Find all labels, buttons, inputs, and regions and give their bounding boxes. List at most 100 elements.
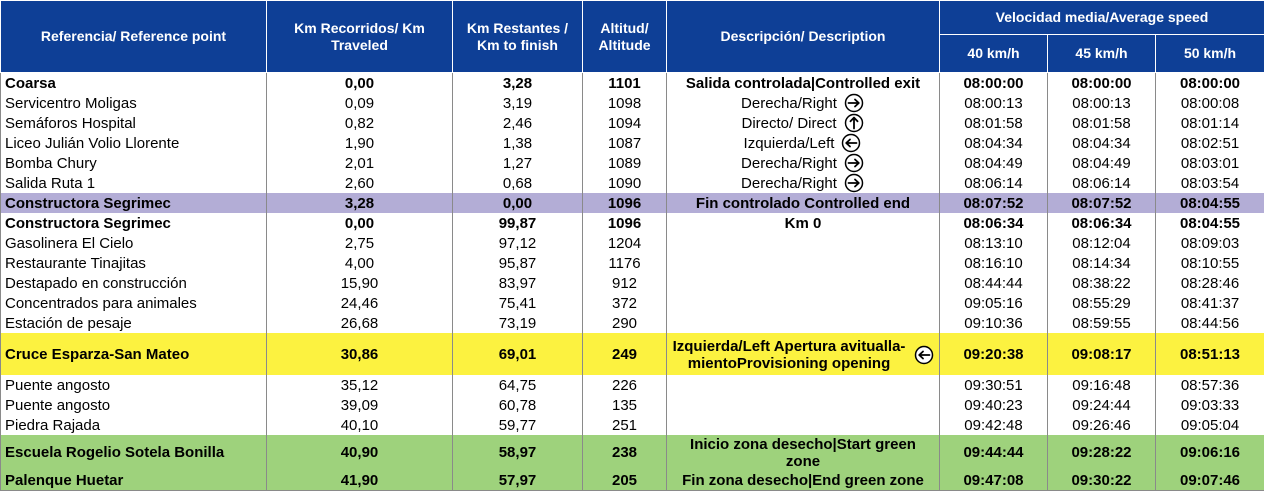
cell-altitude: 912 <box>582 273 667 293</box>
cell-time-40: 08:04:34 <box>939 133 1048 153</box>
cell-altitude: 226 <box>582 375 667 395</box>
cell-time-45: 08:14:34 <box>1047 253 1156 273</box>
table-row: Puente angosto 35,12 64,75 226 09:30:51 09:16… <box>0 375 1264 395</box>
cell-time-45: 09:26:46 <box>1047 415 1156 435</box>
table-row: Restaurante Tinajitas 4,00 95,87 1176 08:16:… <box>0 253 1264 273</box>
cell-description: Derecha/Right <box>666 153 940 173</box>
cell-km-traveled: 1,90 <box>266 133 453 153</box>
table-row: Liceo Julián Volio Llorente 1,90 1,38 1087 I… <box>0 133 1264 153</box>
arrow-up-icon <box>843 113 865 133</box>
cell-km-to-finish: 64,75 <box>452 375 583 395</box>
table-row: Semáforos Hospital 0,82 2,46 1094 Directo/ D… <box>0 113 1264 133</box>
cell-reference: Bomba Chury <box>0 153 267 173</box>
cell-time-45: 08:38:22 <box>1047 273 1156 293</box>
header-km-to-finish: Km Restantes / Km to finish <box>452 0 583 73</box>
arrow-left-icon <box>913 345 935 365</box>
cell-description: Derecha/Right <box>666 93 940 113</box>
table-row: Palenque Huetar 41,90 57,97 205 Fin zona des… <box>0 470 1264 491</box>
cell-time-40: 09:20:38 <box>939 333 1048 375</box>
cell-reference: Cruce Esparza-San Mateo <box>0 333 267 375</box>
cell-km-to-finish: 75,41 <box>452 293 583 313</box>
cell-km-traveled: 30,86 <box>266 333 453 375</box>
cell-km-traveled: 24,46 <box>266 293 453 313</box>
cell-time-45: 09:30:22 <box>1047 470 1156 491</box>
cell-altitude: 1089 <box>582 153 667 173</box>
cell-time-45: 09:28:22 <box>1047 435 1156 470</box>
description-text: Izquierda/Left Apertura avitualla-miento… <box>672 337 906 372</box>
cell-description <box>666 313 940 333</box>
header-altitude: Altitud/ Altitude <box>582 0 667 73</box>
cell-km-to-finish: 97,12 <box>452 233 583 253</box>
arrow-right-icon <box>843 153 865 173</box>
cell-altitude: 290 <box>582 313 667 333</box>
cell-altitude: 1101 <box>582 72 667 93</box>
table-row: Concentrados para animales 24,46 75,41 372 0… <box>0 293 1264 313</box>
cell-time-40: 08:44:44 <box>939 273 1048 293</box>
cell-time-50: 08:03:54 <box>1154 173 1264 193</box>
description-text: Izquierda/Left <box>743 134 835 152</box>
cell-reference: Servicentro Moligas <box>0 93 267 113</box>
cell-reference: Palenque Huetar <box>0 470 267 491</box>
cell-altitude: 251 <box>582 415 667 435</box>
table-row: Cruce Esparza-San Mateo 30,86 69,01 249 Izqu… <box>0 333 1264 375</box>
cell-time-45: 08:04:49 <box>1047 153 1156 173</box>
arrow-right-icon <box>843 173 865 193</box>
cell-altitude: 1087 <box>582 133 667 153</box>
cell-reference: Constructora Segrimec <box>0 193 267 213</box>
cell-time-50: 09:07:46 <box>1154 470 1264 491</box>
arrow-right-icon <box>843 93 865 113</box>
cell-description <box>666 293 940 313</box>
cell-time-45: 08:00:00 <box>1047 72 1156 93</box>
cell-km-traveled: 41,90 <box>266 470 453 491</box>
cell-time-45: 08:01:58 <box>1047 113 1156 133</box>
cell-description: Inicio zona desecho|Start green zone <box>666 435 940 470</box>
cell-time-50: 08:01:14 <box>1154 113 1264 133</box>
cell-time-50: 08:09:03 <box>1154 233 1264 253</box>
header-average-speed: Velocidad media/Average speed <box>938 0 1264 35</box>
cell-km-to-finish: 0,00 <box>452 193 583 213</box>
description-text: Km 0 <box>784 214 822 232</box>
cell-time-50: 08:44:56 <box>1154 313 1264 333</box>
cell-time-45: 08:12:04 <box>1047 233 1156 253</box>
cell-km-to-finish: 83,97 <box>452 273 583 293</box>
cell-reference: Salida Ruta 1 <box>0 173 267 193</box>
table-row: Servicentro Moligas 0,09 3,19 1098 Derecha/R… <box>0 93 1264 113</box>
cell-km-to-finish: 60,78 <box>452 395 583 415</box>
cell-km-to-finish: 1,38 <box>452 133 583 153</box>
header-reference: Referencia/ Reference point <box>0 0 267 73</box>
cell-km-to-finish: 69,01 <box>452 333 583 375</box>
cell-time-40: 08:06:14 <box>939 173 1048 193</box>
description-text: Derecha/Right <box>741 174 837 192</box>
cell-altitude: 1176 <box>582 253 667 273</box>
cell-altitude: 1090 <box>582 173 667 193</box>
cell-reference: Concentrados para animales <box>0 293 267 313</box>
cell-time-40: 09:05:16 <box>939 293 1048 313</box>
cell-description: Fin zona desecho|End green zone <box>666 470 940 491</box>
cell-description: Km 0 <box>666 213 940 233</box>
cell-km-traveled: 2,75 <box>266 233 453 253</box>
arrow-left-icon <box>840 133 862 153</box>
description-text: Directo/ Direct <box>741 114 837 132</box>
cell-reference: Liceo Julián Volio Llorente <box>0 133 267 153</box>
header-speed-40: 40 km/h <box>939 34 1048 73</box>
table-row: Puente angosto 39,09 60,78 135 09:40:23 09:24… <box>0 395 1264 415</box>
cell-km-to-finish: 2,46 <box>452 113 583 133</box>
cell-km-to-finish: 1,27 <box>452 153 583 173</box>
cell-altitude: 249 <box>582 333 667 375</box>
cell-time-40: 09:42:48 <box>939 415 1048 435</box>
description-text: Derecha/Right <box>741 154 837 172</box>
cell-time-40: 08:07:52 <box>939 193 1048 213</box>
cell-km-to-finish: 57,97 <box>452 470 583 491</box>
table-row: Piedra Rajada 40,10 59,77 251 09:42:48 09:26:… <box>0 415 1264 435</box>
cell-reference: Gasolinera El Cielo <box>0 233 267 253</box>
cell-time-45: 08:00:13 <box>1047 93 1156 113</box>
cell-km-traveled: 0,82 <box>266 113 453 133</box>
cell-description <box>666 395 940 415</box>
cell-altitude: 1098 <box>582 93 667 113</box>
cell-time-50: 08:28:46 <box>1154 273 1264 293</box>
cell-time-40: 08:06:34 <box>939 213 1048 233</box>
cell-reference: Estación de pesaje <box>0 313 267 333</box>
cell-km-to-finish: 58,97 <box>452 435 583 470</box>
cell-km-traveled: 15,90 <box>266 273 453 293</box>
